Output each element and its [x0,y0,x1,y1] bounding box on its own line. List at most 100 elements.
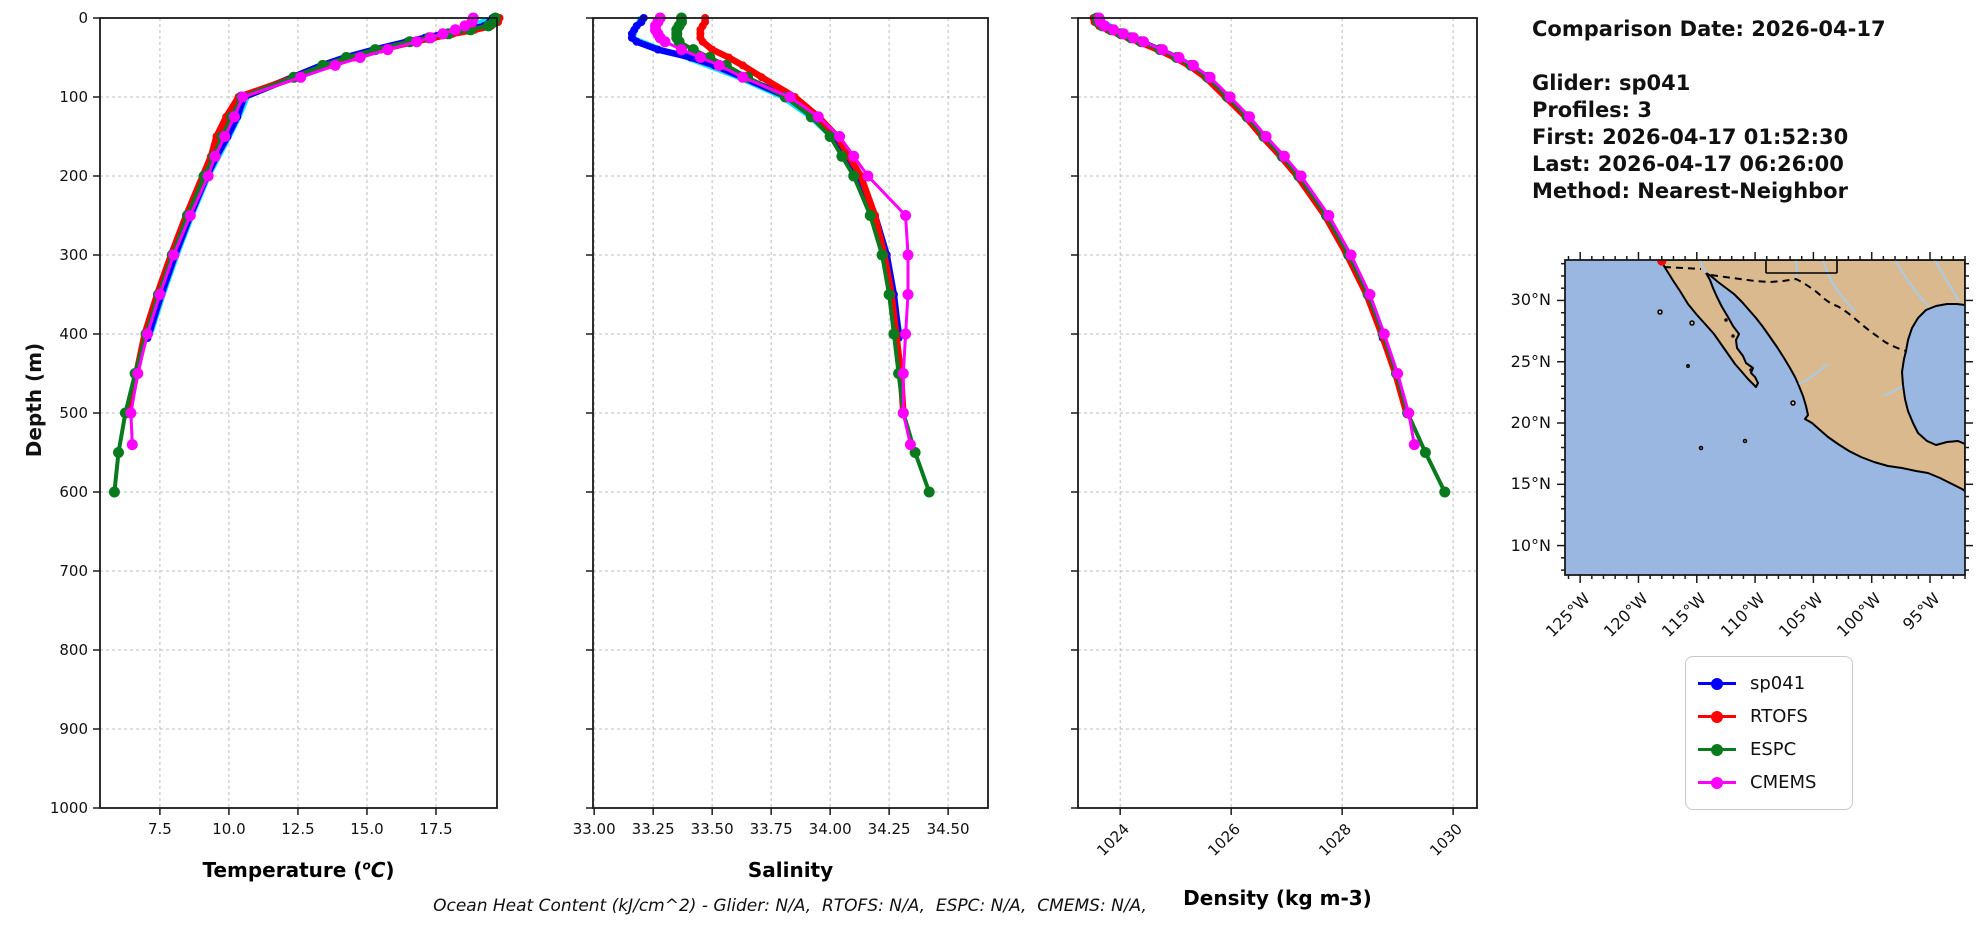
legend-label: RTOFS [1750,706,1808,727]
temperature-plot-canvas [93,12,504,815]
depth-tick-label: 400 [59,325,88,343]
series-marker-RTOFS [708,45,717,54]
series-marker-CMEMS [848,150,860,162]
series-marker-CMEMS [1323,210,1335,221]
series-marker-CMEMS [812,111,824,123]
series-marker-CMEMS [1364,289,1376,300]
legend-label: CMEMS [1750,772,1817,793]
depth-tick-label: 800 [59,641,88,659]
series-marker-ESPC [1419,447,1431,458]
series-marker-ESPC [876,249,888,261]
series-marker-CMEMS [1260,131,1272,142]
series-legend: sp041 RTOFS ESPC CMEMS [1685,656,1853,810]
map-islands [1657,309,1796,451]
x-tick-label: 10.0 [212,820,246,838]
series-line-sp041 [1092,14,1386,342]
x-tick-label: 33.50 [690,820,734,838]
series-marker-CMEMS [1118,28,1129,40]
series-marker-CMEMS [1224,91,1236,103]
depth-tick-label: 200 [59,167,88,185]
series-marker-CMEMS [904,439,916,451]
last-profile-time-text: Last: 2026-04-17 06:26:00 [1532,152,1844,176]
series-line-CMEMS [654,16,912,447]
series-marker-CMEMS [897,368,909,379]
series-marker-CMEMS [168,249,180,261]
x-tick-label: 33.25 [631,820,675,838]
glider-id-text: Glider: sp041 [1532,71,1691,95]
ocean-heat-content-note: Ocean Heat Content (kJ/cm^2) - Glider: N… [433,896,1147,916]
longitude-tick-label: 120°W [1600,589,1652,641]
legend-line-swatch [1698,677,1736,690]
series-marker-CMEMS [354,52,366,63]
x-tick-label: 34.00 [808,820,852,838]
legend-marker-dot [1711,743,1723,756]
comparison-info-panel: Comparison Date: 2026-04-17 Glider: sp04… [1532,16,1886,205]
temperature-axis-label: Temperature (oC) [202,858,395,882]
x-tick-label: 17.5 [419,820,453,838]
depth-tick-label: 500 [59,404,88,422]
series-line-CMEMS [1097,16,1416,447]
legend-item-ESPC: ESPC [1698,733,1840,766]
series-marker-CMEMS [1187,59,1199,71]
depth-tick-label: 1000 [49,799,88,817]
x-tick-label: 33.00 [572,820,616,838]
series-marker-CMEMS [900,328,912,340]
series-marker-CMEMS [411,36,423,48]
salinity-plot-canvas [586,12,989,815]
series-marker-CMEMS [737,71,749,83]
density-profile-plot: 1024 1026 1028 1030 Density (kg m-3) [1071,12,1478,910]
glider-position-marker [1657,260,1667,266]
first-profile-time-text: First: 2026-04-17 01:52:30 [1532,125,1849,149]
profiles-count-text: Profiles: 3 [1532,98,1653,122]
x-tick-label: 34.25 [867,820,911,838]
series-marker-ESPC [888,328,900,340]
series-marker-CMEMS [425,32,436,44]
longitude-tick-label: 110°W [1716,589,1769,641]
legend-marker-dot [1711,776,1723,789]
density-axis-label: Density (kg m-3) [1183,886,1372,910]
series-marker-CMEMS [1108,24,1119,36]
series-marker-CMEMS [862,170,874,182]
series-marker-ESPC [482,20,494,32]
legend-marker-dot [1711,710,1723,723]
method-text: Method: Nearest-Neighbor [1532,179,1848,203]
series-marker-RTOFS [738,61,747,70]
series-marker-ESPC [909,447,921,458]
series-marker-CMEMS [659,36,671,48]
series-marker-ESPC [108,486,120,498]
depth-tick-label: 600 [59,483,88,501]
us-mexico-border-line [1663,266,1907,352]
series-marker-CMEMS [184,210,196,221]
series-marker-ESPC [864,210,876,221]
us-state-border-lines [1765,260,1838,274]
legend-marker-dot [1711,677,1723,690]
series-marker-ESPC [113,447,124,458]
series-marker-CMEMS [1408,439,1420,451]
x-tick-label: 34.50 [926,820,970,838]
depth-tick-label: 300 [59,246,88,264]
legend-item-sp041: sp041 [1698,667,1840,700]
series-marker-CMEMS [459,20,471,32]
series-marker-ESPC [923,486,935,498]
series-marker-CMEMS [1138,36,1149,48]
series-marker-CMEMS [1392,368,1404,379]
legend-label: ESPC [1750,739,1797,760]
series-marker-CMEMS [1173,52,1185,63]
series-marker-CMEMS [1244,111,1255,123]
series-marker-CMEMS [209,150,221,162]
x-tick-label: 1028 [1315,820,1355,860]
series-marker-CMEMS [132,368,144,379]
depth-axis-label: Depth (m) [22,342,46,458]
series-line-RTOFS [1090,14,1410,417]
series-marker-CMEMS [784,91,796,103]
x-tick-label: 15.0 [350,820,384,838]
legend-item-RTOFS: RTOFS [1698,700,1840,733]
x-tick-label: 1024 [1093,820,1133,860]
series-marker-CMEMS [676,44,687,56]
series-marker-CMEMS [1295,170,1307,182]
series-marker-CMEMS [694,52,706,63]
map-canvas [1557,252,1973,583]
series-marker-CMEMS [1345,249,1357,261]
series-marker-ESPC [883,289,895,300]
